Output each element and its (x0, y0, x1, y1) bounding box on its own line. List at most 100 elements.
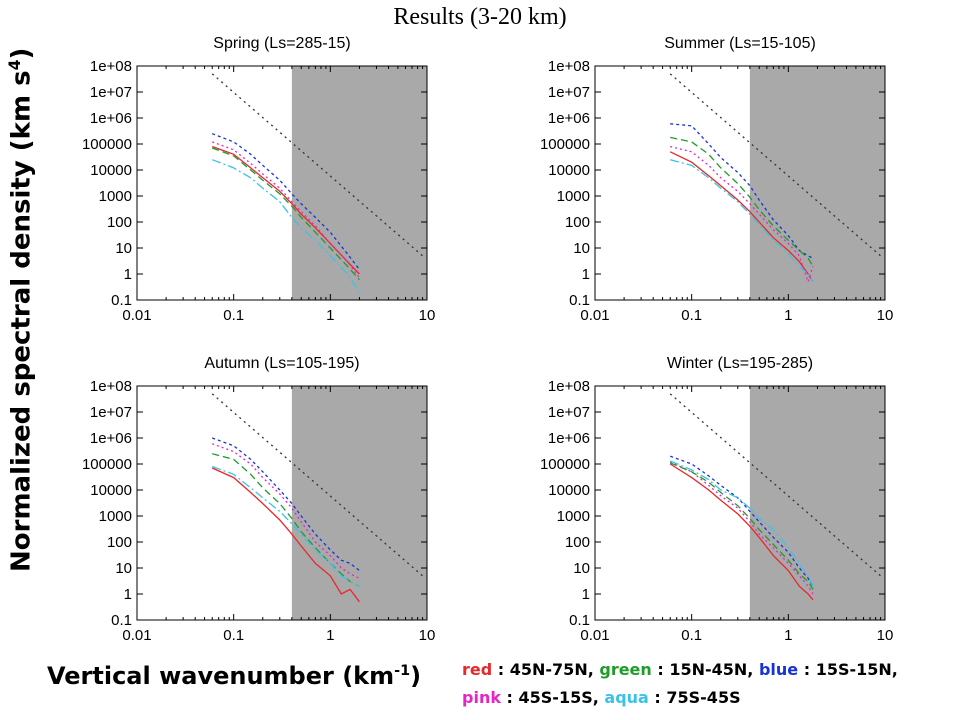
plot-frame (136, 65, 428, 301)
y-tick-label: 1 (124, 586, 132, 603)
reference-slope-line (211, 393, 424, 577)
y-tick-label: 10000 (90, 162, 132, 179)
series-line-blue (669, 455, 814, 587)
series-line-green (669, 462, 814, 590)
legend-color-blue: blue (758, 660, 799, 679)
legend-color-aqua: aqua (604, 688, 649, 707)
legend: red : 45N-75N, green : 15N-45N, blue : 1… (462, 656, 952, 712)
x-tick-label: 10 (877, 307, 894, 324)
y-tick-label: 1000 (557, 188, 590, 205)
y-tick-label: 1e+06 (90, 430, 132, 447)
y-tick-label: 1e+08 (548, 378, 590, 395)
plot-frame (136, 385, 428, 621)
x-tick-label: 0.01 (122, 307, 151, 324)
y-tick-label: 100 (107, 214, 132, 231)
y-tick-label: 10000 (548, 482, 590, 499)
x-tick-label: 0.01 (580, 307, 609, 324)
y-tick-label: 10000 (90, 482, 132, 499)
y-tick-label: 1e+07 (90, 404, 132, 421)
y-tick-label: 1e+07 (90, 84, 132, 101)
y-tick-label: 10 (115, 560, 132, 577)
series-line-green (212, 453, 360, 587)
panel-summer: 1e+081e+071e+061000001000010001001010.10… (540, 35, 894, 324)
legend-range-green: 15N-45N (669, 660, 748, 679)
y-tick-label: 1 (582, 266, 590, 283)
y-axis-label-text: Normalized spectral density (km s (6, 70, 37, 572)
x-tick-label: 1 (784, 627, 792, 644)
reference-slope-line (669, 393, 882, 577)
series-line-aqua (669, 460, 814, 587)
y-tick-label: 0.1 (111, 292, 132, 309)
y-tick-label: 1e+06 (548, 110, 590, 127)
legend-line-1: red : 45N-75N, green : 15N-45N, blue : 1… (462, 660, 898, 679)
panel-title: Winter (Ls=195-285) (667, 355, 813, 372)
panel-autumn: 1e+081e+071e+061000001000010001001010.10… (82, 355, 436, 644)
y-tick-label: 1e+08 (90, 58, 132, 75)
y-tick-label: 100 (565, 534, 590, 551)
y-axis-label-close: ) (6, 47, 37, 60)
series-line-aqua (211, 159, 360, 293)
x-axis-label: Vertical wavenumber (km-1) (47, 662, 421, 690)
shaded-region (291, 386, 427, 620)
y-tick-label: 1e+08 (548, 58, 590, 75)
x-axis-label-text: Vertical wavenumber (km (47, 662, 395, 690)
x-tick-label: 1 (326, 627, 334, 644)
x-tick-label: 1 (326, 307, 334, 324)
legend-range-pink: 45S-15S (518, 688, 593, 707)
x-tick-label: 0.01 (122, 627, 151, 644)
series-line-pink (669, 461, 814, 595)
panel-title: Autumn (Ls=105-195) (204, 355, 359, 372)
legend-color-pink: pink (462, 688, 501, 707)
y-tick-label: 100000 (82, 456, 132, 473)
y-tick-label: 100 (565, 214, 590, 231)
legend-line-2: pink : 45S-15S, aqua : 75S-45S (462, 688, 741, 707)
y-tick-label: 0.1 (569, 292, 590, 309)
y-tick-label: 0.1 (569, 612, 590, 629)
y-tick-label: 1000 (99, 188, 132, 205)
y-tick-label: 10 (573, 560, 590, 577)
x-tick-label: 10 (419, 627, 436, 644)
y-tick-label: 1000 (557, 508, 590, 525)
y-tick-label: 1e+06 (90, 110, 132, 127)
y-axis-label: Normalized spectral density (km s4) (6, 48, 37, 572)
series-line-aqua (670, 159, 814, 283)
y-tick-label: 1e+06 (548, 430, 590, 447)
y-tick-label: 1 (124, 266, 132, 283)
x-tick-label: 10 (877, 627, 894, 644)
x-tick-label: 10 (419, 307, 436, 324)
y-tick-label: 1e+07 (548, 404, 590, 421)
x-tick-label: 1 (784, 307, 792, 324)
panel-winter: 1e+081e+071e+061000001000010001001010.10… (540, 355, 894, 644)
x-tick-label: 0.1 (223, 627, 244, 644)
series-line-green (670, 136, 814, 267)
series-line-aqua (211, 465, 360, 587)
series-line-pink (670, 145, 814, 284)
x-axis-label-close: ) (410, 662, 422, 690)
slide-title: Results (3-20 km) (393, 4, 567, 30)
y-tick-label: 100 (107, 534, 132, 551)
series-line-red (669, 463, 814, 601)
y-tick-label: 100000 (82, 136, 132, 153)
x-tick-label: 0.01 (580, 627, 609, 644)
x-tick-label: 0.1 (681, 307, 702, 324)
legend-range-blue: 15S-15N (815, 660, 892, 679)
shaded-region (749, 66, 885, 300)
y-tick-label: 0.1 (111, 612, 132, 629)
y-tick-label: 10 (115, 240, 132, 257)
plot-frame (594, 65, 886, 301)
reference-slope-line (211, 73, 424, 257)
y-axis-label-exponent: 4 (6, 59, 24, 71)
y-tick-label: 1000 (99, 508, 132, 525)
x-tick-label: 0.1 (223, 307, 244, 324)
legend-range-red: 45N-75N (509, 660, 588, 679)
series-line-pink (211, 141, 360, 279)
series-line-red (669, 151, 814, 283)
y-tick-label: 1e+07 (548, 84, 590, 101)
panel-spring: 1e+081e+071e+061000001000010001001010.10… (82, 35, 436, 324)
series-line-green (211, 147, 360, 281)
y-tick-label: 1 (582, 586, 590, 603)
panel-title: Spring (Ls=285-15) (213, 35, 350, 52)
panel-title: Summer (Ls=15-105) (664, 35, 816, 52)
series-line-red (211, 467, 360, 603)
shaded-region (291, 66, 427, 300)
